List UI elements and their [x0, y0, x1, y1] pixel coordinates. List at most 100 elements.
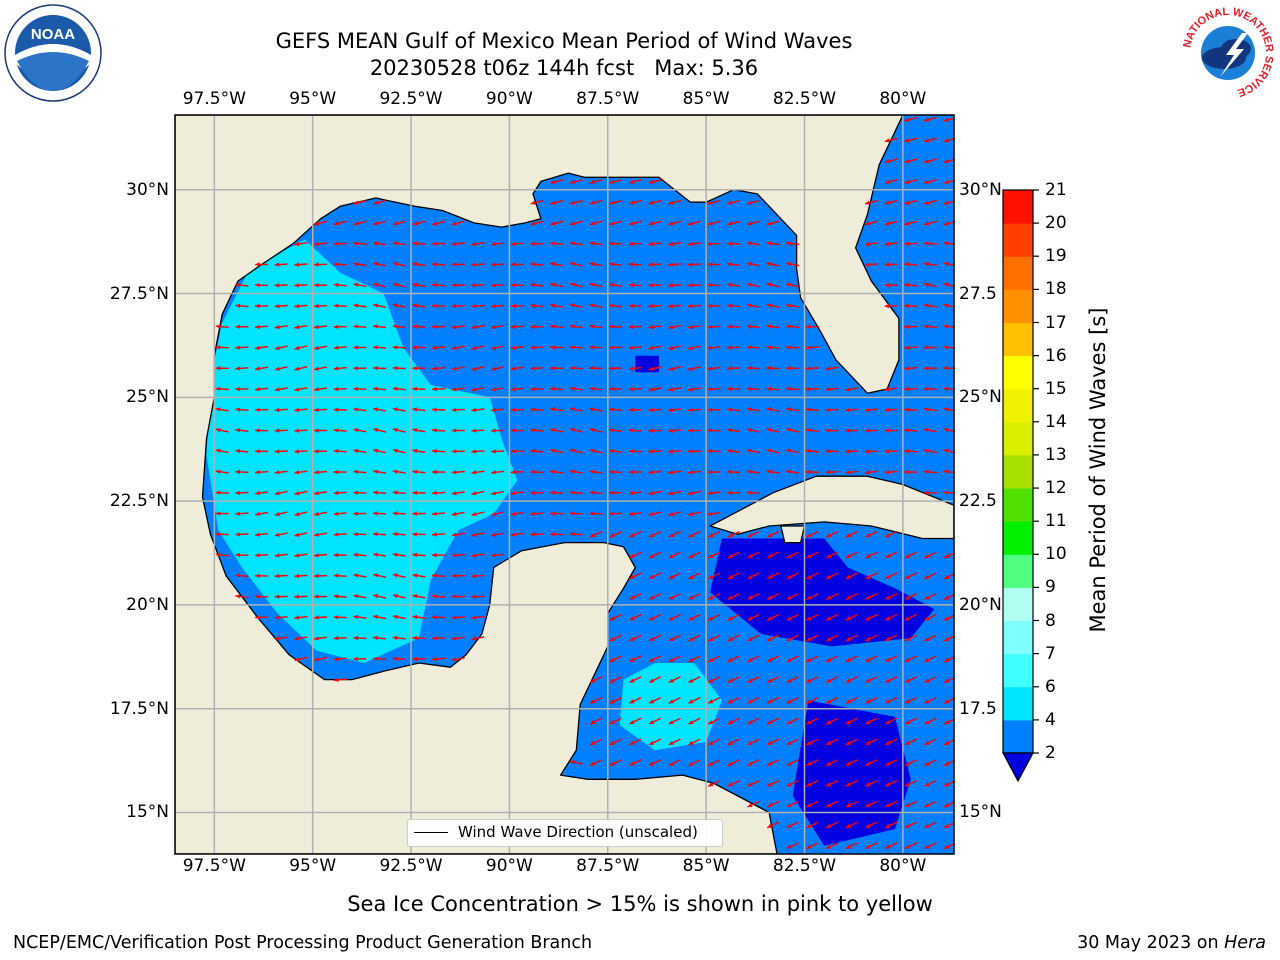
- wind-arrow: [825, 800, 839, 808]
- wind-arrow: [687, 366, 701, 371]
- wind-arrow: [255, 324, 269, 330]
- wind-arrow-head: [668, 595, 674, 600]
- wind-arrow-head: [294, 553, 300, 558]
- wind-arrow-head: [805, 469, 811, 475]
- wind-arrow: [314, 428, 328, 433]
- wind-arrow-head: [806, 803, 812, 807]
- wind-arrow: [864, 262, 878, 267]
- wind-arrow: [215, 386, 229, 391]
- wind-arrow-head: [589, 511, 594, 516]
- wind-arrow-head: [746, 241, 752, 246]
- wind-arrow: [373, 386, 387, 391]
- wind-arrow-head: [451, 532, 457, 537]
- wind-arrow-head: [294, 636, 300, 641]
- wind-arrow: [589, 469, 603, 474]
- wind-arrow-head: [747, 616, 753, 621]
- wind-arrow: [373, 490, 387, 495]
- colorbar-tick-label: 4: [1045, 709, 1056, 730]
- wind-arrow: [314, 366, 328, 371]
- wind-arrow: [609, 490, 623, 495]
- colorbar-segment: [1003, 223, 1033, 257]
- wind-arrow: [688, 551, 701, 559]
- wind-arrow: [668, 241, 682, 247]
- colorbar-segment: [1003, 686, 1033, 721]
- wind-arrow-head: [451, 262, 457, 267]
- wind-arrow-head: [609, 241, 614, 246]
- wind-arrow-head: [767, 761, 773, 766]
- wind-arrow: [825, 821, 839, 829]
- wind-arrow: [432, 428, 446, 433]
- lon-tick-bottom: 87.5°W: [576, 856, 640, 876]
- wind-arrow-head: [864, 449, 870, 454]
- chart-subtitle: 20230528 t06z 144h fcst Max: 5.36: [369, 56, 759, 80]
- wind-arrow: [845, 593, 858, 601]
- wind-arrow-head: [707, 345, 713, 350]
- wind-arrow-head: [255, 470, 260, 475]
- wind-arrow: [648, 449, 662, 454]
- wind-arrow: [727, 655, 740, 663]
- footer-date: 30 May 2023 on Hera: [1077, 933, 1266, 953]
- wind-arrow: [451, 470, 465, 475]
- wind-arrow: [746, 303, 760, 308]
- wind-arrow-head: [314, 324, 319, 330]
- wind-arrow: [589, 448, 603, 454]
- wind-arrow: [314, 262, 328, 267]
- wind-arrow-head: [845, 803, 851, 807]
- wind-arrow: [845, 407, 859, 413]
- wind-arrow-head: [373, 511, 378, 516]
- wind-arrow-head: [924, 303, 929, 308]
- wind-arrow: [569, 532, 583, 537]
- wind-arrow-head: [294, 594, 299, 599]
- wind-arrow-head: [747, 428, 752, 433]
- wind-arrow-head: [333, 615, 339, 620]
- wind-arrow-head: [491, 345, 497, 351]
- wind-arrow: [766, 220, 780, 226]
- wind-arrow-head: [550, 366, 555, 371]
- wind-arrow: [314, 573, 328, 578]
- wind-arrow: [333, 511, 347, 516]
- wind-arrow: [707, 717, 721, 725]
- wind-arrow: [432, 345, 446, 350]
- wind-arrow: [805, 324, 819, 329]
- wind-arrow: [865, 759, 878, 767]
- wind-arrow-head: [943, 386, 949, 391]
- lat-tick-right: 27.5: [959, 283, 997, 304]
- wind-arrow-head: [766, 469, 772, 474]
- wind-arrow-head: [904, 428, 909, 433]
- wind-arrow-head: [766, 427, 772, 433]
- wind-arrow: [943, 303, 954, 308]
- wind-arrow: [353, 490, 367, 495]
- wind-arrow: [432, 449, 446, 454]
- wind-arrow: [904, 676, 917, 684]
- wind-arrow-head: [373, 345, 378, 350]
- wind-arrow: [294, 345, 308, 351]
- wind-arrow: [314, 532, 328, 537]
- wind-arrow: [451, 387, 465, 392]
- wind-arrow: [215, 469, 229, 474]
- wind-arrow-head: [649, 657, 655, 662]
- wind-arrow: [904, 220, 918, 226]
- wind-arrow: [786, 407, 800, 412]
- wind-arrow: [923, 116, 937, 122]
- wind-arrow-head: [865, 761, 871, 766]
- wind-arrow: [923, 179, 937, 184]
- wind-arrow-head: [609, 428, 614, 433]
- wind-arrow-head: [727, 303, 732, 308]
- wind-arrow-head: [767, 803, 773, 807]
- wind-arrow-head: [944, 657, 950, 662]
- wind-arrow: [943, 158, 954, 164]
- wind-arrow-head: [432, 241, 437, 246]
- wind-arrow-head: [943, 159, 949, 164]
- wind-arrow-head: [255, 283, 260, 288]
- wind-arrow-head: [491, 407, 496, 413]
- wind-arrow: [904, 303, 918, 308]
- wind-arrow: [353, 303, 367, 308]
- wind-arrow-head: [353, 407, 359, 412]
- wind-arrow: [825, 717, 839, 725]
- wind-arrow-head: [274, 283, 280, 288]
- wind-arrow-head: [491, 366, 497, 371]
- wind-arrow: [648, 262, 662, 267]
- wind-arrow-head: [569, 490, 575, 495]
- wind-arrow-head: [885, 657, 891, 662]
- wind-arrow-head: [353, 490, 358, 495]
